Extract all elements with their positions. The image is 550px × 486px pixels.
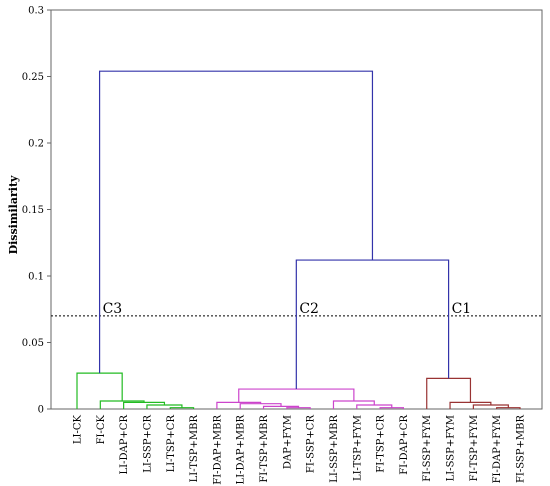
leaf-label: DAP+FYM	[282, 415, 293, 469]
y-axis: 0 0.05 0.1 0.15 0.2 0.25 0.3	[22, 6, 51, 416]
cluster-label: C2	[299, 301, 319, 317]
leaf-label: FI-DAP+CR	[399, 415, 410, 475]
leaf-label: LI-DAP+MBR	[236, 415, 247, 485]
y-tick-label: 0.05	[22, 338, 44, 349]
leaf-label: FI-TSP+FYM	[469, 415, 480, 481]
dendrogram-link	[238, 388, 355, 403]
leaf-label: FI-SSP+FYM	[422, 415, 433, 482]
dendrogram-link	[146, 404, 183, 409]
leaf-label: LI-SSP+MBR	[329, 415, 340, 483]
y-tick-label: 0.2	[28, 139, 44, 150]
dendrogram-link	[449, 401, 492, 409]
leaf-label: FI-SSP+CR	[306, 415, 317, 474]
dendrogram-link	[426, 377, 472, 409]
dendrogram-link	[98, 70, 374, 374]
leaf-label: LI-TSP+FYM	[352, 415, 363, 481]
dendrogram-links	[76, 70, 521, 409]
y-tick-label: 0.25	[22, 72, 44, 83]
cluster-label: C3	[103, 301, 123, 317]
leaf-labels: LI-CK FI-CK LI-DAP+CR LI-SSP+CR LI-TSP+CR LI-…	[73, 414, 527, 484]
leaf-label: FI-CK	[96, 414, 107, 444]
dendrogram-link	[76, 372, 123, 409]
dendrogram-link	[295, 259, 450, 390]
cluster-label: C1	[452, 301, 472, 317]
leaf-label: LI-SSP+CR	[142, 415, 153, 473]
y-axis-title: Dissimilarity	[7, 175, 20, 254]
dendrogram-link	[123, 401, 166, 409]
leaf-label: LI-SSP+FYM	[446, 415, 457, 481]
leaf-label: FI-TSP+CR	[376, 415, 387, 473]
leaf-label: FI-SSP+MBR	[516, 415, 527, 483]
leaf-label: FI-DAP+FYM	[492, 415, 503, 483]
dendrogram-link	[472, 404, 509, 409]
y-tick-label: 0	[38, 405, 44, 416]
leaf-label: FI-DAP+MBR	[212, 415, 223, 485]
leaf-label: LI-CK	[73, 414, 84, 444]
leaf-label: LI-TSP+MBR	[189, 415, 200, 483]
leaf-label: LI-DAP+CR	[119, 415, 130, 475]
dendrogram-link	[356, 404, 393, 409]
y-tick-label: 0.15	[22, 205, 44, 216]
cluster-labels: C3 C2 C1	[103, 301, 472, 317]
leaf-label: FI-TSP+MBR	[259, 415, 270, 483]
leaf-label: LI-TSP+CR	[166, 415, 177, 473]
y-tick-label: 0.1	[28, 272, 44, 283]
y-tick-label: 0.3	[28, 6, 44, 17]
